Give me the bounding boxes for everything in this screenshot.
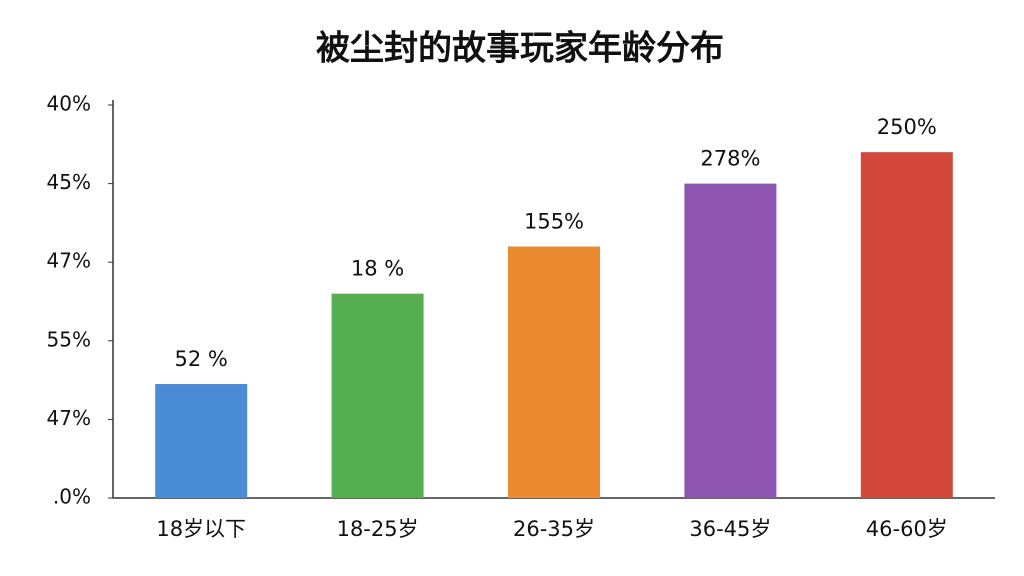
x-tick-label: 18岁以下 — [156, 517, 246, 541]
bar — [508, 246, 600, 498]
bar — [860, 152, 953, 498]
bar — [155, 384, 248, 498]
y-tick-label: 47% — [47, 406, 91, 430]
bar-label: 155% — [524, 209, 584, 233]
bar — [331, 293, 424, 498]
x-tick-label: 46-60岁 — [866, 517, 948, 541]
y-tick-label: .0% — [53, 485, 91, 509]
y-tick-label: 47% — [47, 249, 91, 273]
bar-label: 18 % — [351, 257, 404, 281]
x-tick-label: 26-35岁 — [513, 517, 595, 541]
y-tick-label: 55% — [47, 327, 91, 351]
bar-label: 52 % — [175, 347, 228, 371]
y-tick-label: 45% — [47, 170, 91, 194]
x-tick-label: 18-25岁 — [337, 517, 419, 541]
x-tick-label: 36-45岁 — [689, 517, 771, 541]
chart-title: 被尘封的故事玩家年龄分布 — [316, 29, 724, 69]
y-tick-label: 40% — [47, 92, 91, 116]
bar — [684, 183, 777, 498]
bar-label: 250% — [877, 115, 937, 139]
bar-label: 278% — [700, 147, 760, 171]
